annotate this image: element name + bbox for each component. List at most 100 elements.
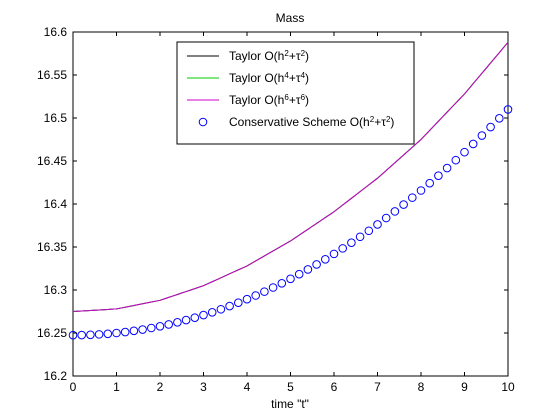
y-tick-label: 16.55 — [37, 68, 67, 82]
data-point — [312, 260, 321, 269]
x-tick-label: 5 — [287, 380, 294, 394]
x-tick-label: 2 — [157, 380, 164, 394]
legend-label-part: 4 — [284, 71, 289, 80]
legend-label-part: +τ — [374, 115, 386, 129]
data-point — [94, 330, 104, 339]
data-point — [338, 244, 348, 253]
data-point — [120, 327, 130, 337]
data-point — [225, 301, 234, 311]
legend-label: Taylor O(h4+τ4) — [229, 71, 309, 86]
x-tick-label: 7 — [374, 380, 381, 394]
legend-label-part: +τ — [289, 71, 301, 85]
data-point — [268, 283, 278, 292]
data-point — [294, 269, 304, 279]
data-point — [216, 304, 226, 314]
data-point — [495, 114, 504, 123]
data-point — [390, 207, 400, 216]
legend-label-part: 4 — [301, 71, 306, 80]
data-point — [242, 294, 252, 304]
y-tick-label: 16.5 — [44, 111, 68, 125]
data-point — [468, 139, 478, 149]
data-point — [373, 220, 382, 229]
x-tick-label: 3 — [200, 380, 207, 394]
data-point — [251, 291, 260, 300]
data-point — [155, 321, 165, 331]
data-point — [442, 163, 452, 173]
data-point — [364, 226, 374, 236]
legend-label-part: ) — [305, 49, 309, 63]
y-tick-label: 16.6 — [44, 25, 68, 39]
data-point — [260, 287, 269, 296]
y-tick-label: 16.3 — [44, 283, 68, 297]
legend-label-part: 6 — [284, 93, 289, 102]
legend-label-part: 2 — [301, 49, 306, 58]
legend-label-part: +τ — [289, 49, 301, 63]
data-point — [234, 298, 243, 308]
y-tick-label: 16.4 — [44, 197, 68, 211]
data-point — [77, 330, 86, 340]
x-tick-label: 9 — [461, 380, 468, 394]
data-point — [355, 232, 365, 242]
data-point — [181, 315, 191, 325]
data-point — [408, 193, 417, 202]
legend-label-part: 2 — [386, 115, 391, 124]
legend-swatch — [198, 117, 208, 127]
data-point — [68, 330, 78, 340]
data-point — [503, 105, 513, 114]
data-point — [381, 213, 391, 223]
data-point — [347, 238, 356, 247]
data-point — [138, 325, 147, 334]
legend-label-part: Conservative Scheme O(h — [229, 115, 370, 129]
data-point — [277, 278, 287, 288]
data-point — [286, 274, 295, 284]
data-point — [103, 329, 113, 339]
legend-label: Taylor O(h6+τ6) — [229, 93, 309, 108]
data-point — [86, 330, 95, 340]
legend-label-part: Taylor O(h — [229, 93, 284, 107]
data-point — [460, 147, 469, 157]
data-point — [416, 186, 426, 195]
x-tick-label: 1 — [113, 380, 120, 394]
data-point — [477, 131, 487, 140]
y-tick-label: 16.2 — [44, 369, 68, 383]
chart-title: Mass — [276, 11, 305, 25]
legend-label: Conservative Scheme O(h2+τ2) — [229, 115, 394, 130]
legend-label-part: Taylor O(h — [229, 49, 284, 63]
x-tick-label: 0 — [70, 380, 77, 394]
data-point — [173, 318, 182, 327]
x-tick-label: 6 — [331, 380, 338, 394]
legend-label-part: ) — [305, 93, 309, 107]
legend-label-part: ) — [390, 115, 394, 129]
x-axis-label: time "t" — [271, 397, 309, 411]
data-point — [112, 328, 121, 338]
legend-box — [176, 41, 415, 145]
data-point — [434, 171, 443, 181]
y-tick-label: 16.25 — [37, 326, 67, 340]
legend-label-part: 6 — [301, 93, 306, 102]
legend-label-part: 2 — [284, 49, 289, 58]
data-point — [190, 313, 200, 322]
legend-label-part: ) — [305, 71, 309, 85]
data-point — [399, 200, 408, 209]
data-point — [129, 326, 139, 336]
y-axis-ticks: 16.2 16.25 16.3 16.35 16.4 16.45 16.5 16.55 16.6 — [37, 25, 508, 383]
legend: Taylor O(h2+τ2)Taylor O(h4+τ4)Taylor O(h… — [176, 41, 415, 145]
data-point — [321, 254, 330, 264]
x-tick-label: 10 — [501, 380, 515, 394]
data-point — [199, 310, 208, 320]
x-axis-ticks: 0 1 2 3 4 5 6 7 8 9 10 — [70, 32, 515, 394]
data-point — [147, 323, 156, 333]
legend-label-part: 2 — [370, 115, 375, 124]
data-point — [303, 265, 313, 274]
data-point — [486, 122, 495, 132]
x-tick-label: 4 — [244, 380, 251, 394]
legend-label-part: Taylor O(h — [229, 71, 284, 85]
legend-label: Taylor O(h2+τ2) — [229, 49, 309, 64]
data-point — [425, 178, 435, 188]
y-tick-label: 16.35 — [37, 240, 67, 254]
data-point — [164, 320, 173, 329]
data-point — [451, 155, 461, 165]
data-point — [207, 307, 217, 317]
series-line-2 — [72, 41, 509, 312]
